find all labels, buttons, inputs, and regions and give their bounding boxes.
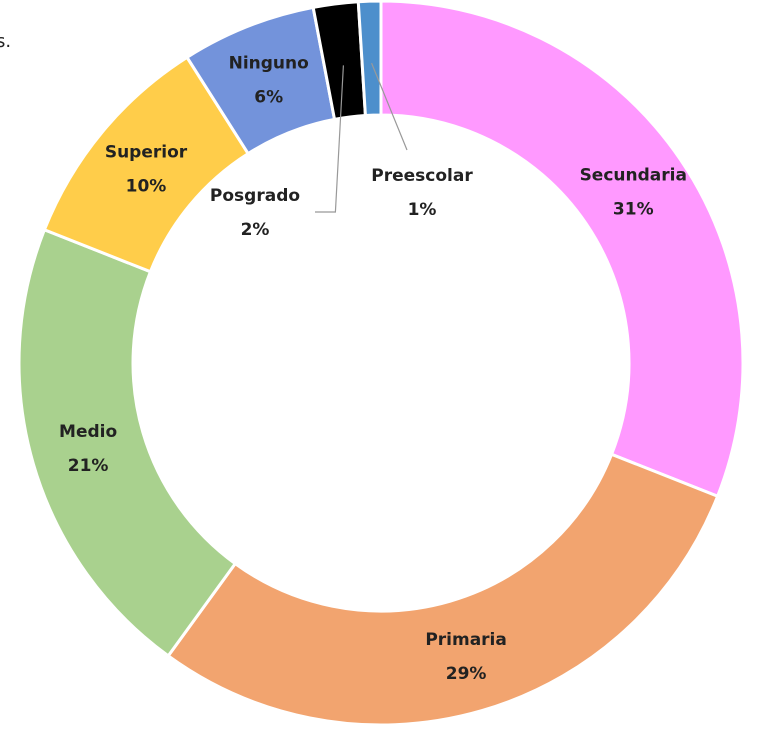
slice-label: Posgrado [210,186,300,206]
donut-slice [17,227,238,658]
slice-value: 21% [68,456,109,476]
slice-value: 31% [613,200,654,220]
donut-slice [379,0,745,499]
chart-title: s. [0,31,11,52]
slice-label: Preescolar [371,166,473,186]
slice-label: Superior [105,143,188,163]
donut-slice [166,452,720,727]
slice-label: Ninguno [229,53,309,73]
donut-slice [356,0,383,118]
slice-value: 10% [126,177,167,197]
leader-line [371,62,408,151]
slice-value: 1% [408,200,437,220]
slice-value: 6% [254,87,283,107]
slice-label: Primaria [425,630,507,650]
leader-line [315,65,344,213]
slice-value: 2% [241,220,270,240]
slice-value: 29% [446,664,487,684]
slice-label: Medio [59,422,117,442]
slice-label: Secundaria [580,166,687,186]
